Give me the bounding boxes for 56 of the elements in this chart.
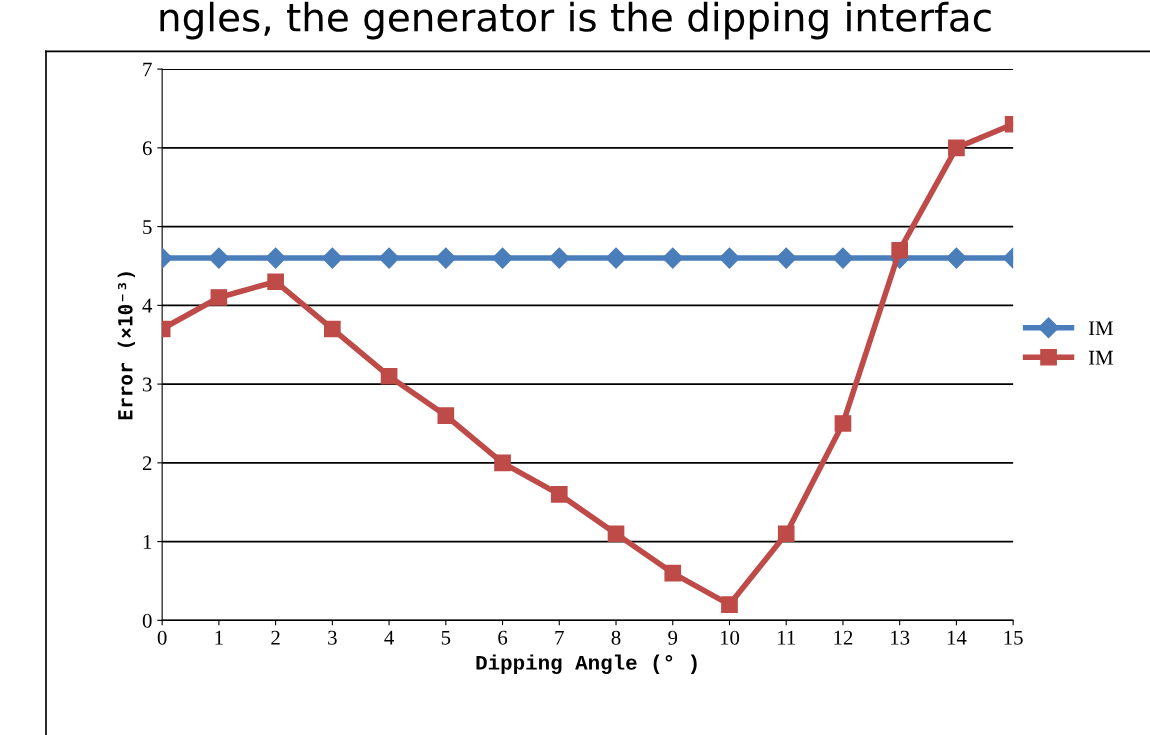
y-tick-label: 3 — [143, 377, 152, 392]
x-tick-label: 15 — [1004, 630, 1023, 645]
point — [324, 320, 341, 338]
x-tick-label: 8 — [611, 630, 621, 645]
point — [775, 247, 797, 269]
y-tick-label: 2 — [142, 456, 152, 471]
point — [380, 367, 398, 385]
point — [210, 289, 228, 306]
x-tick-label: 7 — [555, 630, 564, 645]
point — [548, 247, 570, 269]
point — [550, 486, 568, 503]
x-tick-label: 13 — [891, 630, 910, 645]
x-tick-label: 3 — [328, 630, 337, 645]
chart-title: ngles, the generator is the dipping interfac — [160, 1, 991, 40]
y-axis-title: Error (×10⁻³) — [117, 272, 135, 420]
point — [605, 247, 627, 269]
legend-label: IM — [1088, 321, 1113, 336]
point — [208, 247, 230, 269]
x-tick-label: 0 — [157, 630, 167, 645]
y-tick-label: 7 — [143, 62, 152, 77]
point — [721, 596, 738, 613]
point — [945, 247, 967, 269]
x-tick-label: 1 — [215, 630, 223, 645]
point — [891, 241, 909, 259]
x-tick-label: 14 — [947, 630, 967, 645]
point — [435, 247, 457, 269]
y-tick-label: 6 — [142, 141, 152, 156]
point — [494, 454, 511, 472]
point — [834, 415, 852, 432]
point — [267, 273, 284, 291]
x-tick-label: 6 — [498, 630, 508, 645]
point — [378, 247, 400, 269]
legend-label: IM — [1088, 350, 1113, 365]
point — [664, 564, 682, 582]
x-tick-label: 9 — [668, 630, 678, 645]
point — [948, 139, 965, 157]
y-tick-label: 5 — [143, 220, 152, 235]
x-tick-label: 4 — [384, 630, 394, 645]
point — [321, 247, 343, 269]
x-tick-label: 12 — [834, 630, 853, 645]
point — [607, 525, 625, 543]
y-tick-label: 1 — [143, 535, 152, 549]
point — [777, 525, 795, 543]
point — [832, 247, 854, 269]
y-tick-label: 0 — [142, 613, 152, 628]
x-tick-label: 2 — [271, 630, 280, 645]
x-tick-label: 5 — [441, 630, 451, 645]
point — [265, 247, 287, 269]
x-tick-label: 11 — [778, 630, 795, 645]
point — [662, 247, 684, 269]
point — [718, 247, 740, 269]
y-tick-label: 4 — [142, 298, 153, 313]
x-axis-title: Dipping Angle (° ) — [476, 654, 697, 675]
point — [492, 247, 514, 269]
point — [437, 407, 455, 424]
x-tick-label: 10 — [720, 630, 740, 645]
